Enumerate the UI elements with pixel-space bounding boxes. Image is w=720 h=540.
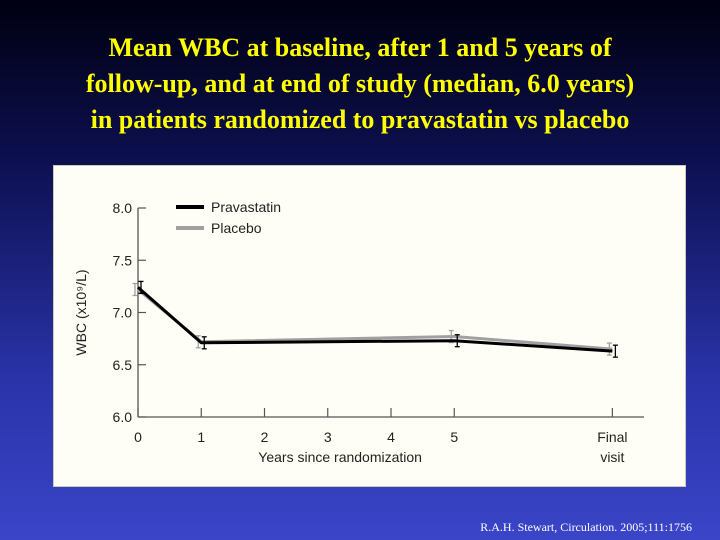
title-line-3: in patients randomized to pravastatin vs… <box>90 105 630 134</box>
y-tick-label: 6.0 <box>113 409 133 425</box>
title-line-2: follow-up, and at end of study (median, … <box>85 69 635 98</box>
x-tick-label: 1 <box>197 429 205 445</box>
chart-series <box>132 280 618 358</box>
x-tick-label: visit <box>600 449 624 465</box>
wbc-line-chart: 6.0 6.5 7.0 7.5 8.0 0 1 2 3 4 5 Final visit Pravasta… <box>73 199 644 465</box>
y-tick-label: 6.5 <box>113 357 133 373</box>
chart-axes: 6.0 6.5 7.0 7.5 8.0 0 1 2 3 4 5 Final visit <box>113 200 644 465</box>
slide-title: Mean WBC at baseline, after 1 and 5 year… <box>0 30 720 138</box>
x-tick-label: 4 <box>387 429 395 445</box>
chart-legend: Pravastatin Placebo <box>176 199 281 236</box>
y-tick-label: 8.0 <box>113 200 133 216</box>
x-tick-label: 0 <box>134 429 142 445</box>
title-line-1: Mean WBC at baseline, after 1 and 5 year… <box>108 33 612 62</box>
pravastatin-legend-label: Pravastatin <box>211 199 281 215</box>
placebo-legend-label: Placebo <box>211 220 262 236</box>
x-axis-label: Years since randomization <box>258 449 422 465</box>
x-tick-label: 5 <box>450 429 458 445</box>
y-tick-label: 7.5 <box>113 252 133 268</box>
citation: R.A.H. Stewart, Circulation. 2005;111:17… <box>480 520 692 534</box>
chart-panel: 6.0 6.5 7.0 7.5 8.0 0 1 2 3 4 5 Final visit Pravasta… <box>53 165 686 487</box>
y-tick-label: 7.0 <box>113 305 133 321</box>
x-tick-label: Final <box>597 429 627 445</box>
x-tick-label: 2 <box>261 429 269 445</box>
pravastatin-line <box>137 286 613 353</box>
x-tick-label: 3 <box>324 429 332 445</box>
y-axis-label: WBC (x10⁹/L) <box>73 269 89 355</box>
